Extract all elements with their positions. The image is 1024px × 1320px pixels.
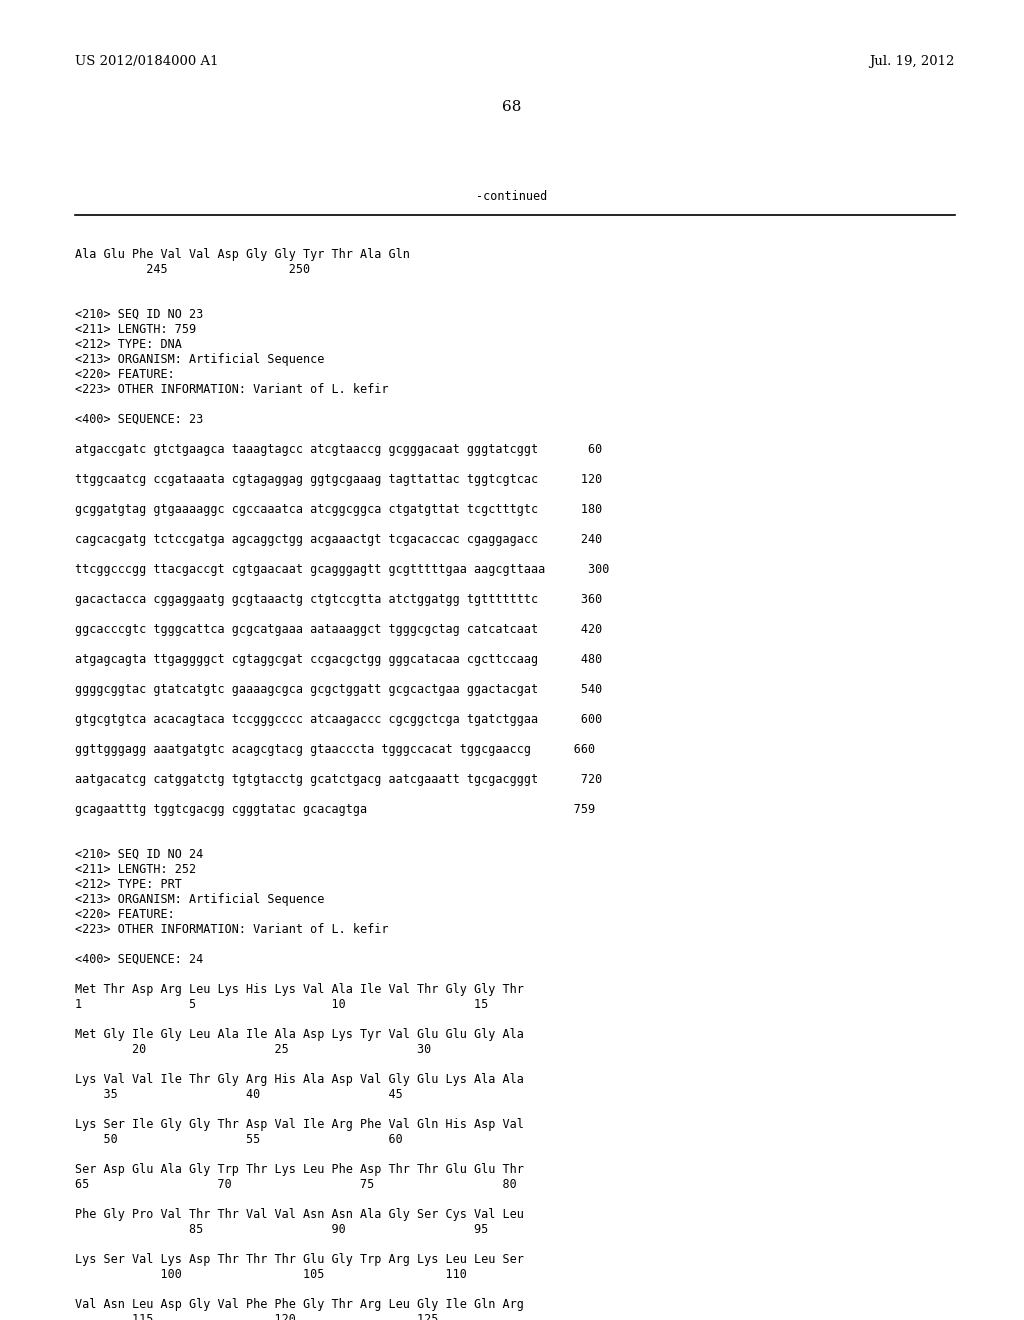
- Text: 85                  90                  95: 85 90 95: [75, 1224, 488, 1236]
- Text: Ala Glu Phe Val Val Asp Gly Gly Tyr Thr Ala Gln: Ala Glu Phe Val Val Asp Gly Gly Tyr Thr …: [75, 248, 410, 261]
- Text: cagcacgatg tctccgatga agcaggctgg acgaaactgt tcgacaccac cgaggagacc      240: cagcacgatg tctccgatga agcaggctgg acgaaac…: [75, 533, 602, 546]
- Text: ggcacccgtc tgggcattca gcgcatgaaa aataaaggct tgggcgctag catcatcaat      420: ggcacccgtc tgggcattca gcgcatgaaa aataaag…: [75, 623, 602, 636]
- Text: <213> ORGANISM: Artificial Sequence: <213> ORGANISM: Artificial Sequence: [75, 352, 325, 366]
- Text: <223> OTHER INFORMATION: Variant of L. kefir: <223> OTHER INFORMATION: Variant of L. k…: [75, 923, 388, 936]
- Text: <212> TYPE: DNA: <212> TYPE: DNA: [75, 338, 182, 351]
- Text: 50                  55                  60: 50 55 60: [75, 1133, 402, 1146]
- Text: US 2012/0184000 A1: US 2012/0184000 A1: [75, 55, 218, 69]
- Text: ggggcggtac gtatcatgtc gaaaagcgca gcgctggatt gcgcactgaa ggactacgat      540: ggggcggtac gtatcatgtc gaaaagcgca gcgctgg…: [75, 682, 602, 696]
- Text: Lys Ser Val Lys Asp Thr Thr Thr Glu Gly Trp Arg Lys Leu Leu Ser: Lys Ser Val Lys Asp Thr Thr Thr Glu Gly …: [75, 1253, 524, 1266]
- Text: -continued: -continued: [476, 190, 548, 203]
- Text: 1               5                   10                  15: 1 5 10 15: [75, 998, 488, 1011]
- Text: <220> FEATURE:: <220> FEATURE:: [75, 908, 175, 921]
- Text: gcagaatttg tggtcgacgg cgggtatac gcacagtga                             759: gcagaatttg tggtcgacgg cgggtatac gcacagtg…: [75, 803, 595, 816]
- Text: Phe Gly Pro Val Thr Thr Val Val Asn Asn Ala Gly Ser Cys Val Leu: Phe Gly Pro Val Thr Thr Val Val Asn Asn …: [75, 1208, 524, 1221]
- Text: 115                 120                 125: 115 120 125: [75, 1313, 438, 1320]
- Text: 68: 68: [503, 100, 521, 114]
- Text: Met Gly Ile Gly Leu Ala Ile Ala Asp Lys Tyr Val Glu Glu Gly Ala: Met Gly Ile Gly Leu Ala Ile Ala Asp Lys …: [75, 1028, 524, 1041]
- Text: Jul. 19, 2012: Jul. 19, 2012: [869, 55, 955, 69]
- Text: <400> SEQUENCE: 24: <400> SEQUENCE: 24: [75, 953, 203, 966]
- Text: <400> SEQUENCE: 23: <400> SEQUENCE: 23: [75, 413, 203, 426]
- Text: 35                  40                  45: 35 40 45: [75, 1088, 402, 1101]
- Text: <213> ORGANISM: Artificial Sequence: <213> ORGANISM: Artificial Sequence: [75, 894, 325, 906]
- Text: <211> LENGTH: 759: <211> LENGTH: 759: [75, 323, 197, 337]
- Text: atgaccgatc gtctgaagca taaagtagcc atcgtaaccg gcgggacaat gggtatcggt       60: atgaccgatc gtctgaagca taaagtagcc atcgtaa…: [75, 444, 602, 455]
- Text: 65                  70                  75                  80: 65 70 75 80: [75, 1177, 517, 1191]
- Text: Met Thr Asp Arg Leu Lys His Lys Val Ala Ile Val Thr Gly Gly Thr: Met Thr Asp Arg Leu Lys His Lys Val Ala …: [75, 983, 524, 997]
- Text: ttggcaatcg ccgataaata cgtagaggag ggtgcgaaag tagttattac tggtcgtcac      120: ttggcaatcg ccgataaata cgtagaggag ggtgcga…: [75, 473, 602, 486]
- Text: Lys Val Val Ile Thr Gly Arg His Ala Asp Val Gly Glu Lys Ala Ala: Lys Val Val Ile Thr Gly Arg His Ala Asp …: [75, 1073, 524, 1086]
- Text: ggttgggagg aaatgatgtc acagcgtacg gtaacccta tgggccacat tggcgaaccg      660: ggttgggagg aaatgatgtc acagcgtacg gtaaccc…: [75, 743, 595, 756]
- Text: 100                 105                 110: 100 105 110: [75, 1269, 467, 1280]
- Text: <210> SEQ ID NO 24: <210> SEQ ID NO 24: [75, 847, 203, 861]
- Text: aatgacatcg catggatctg tgtgtacctg gcatctgacg aatcgaaatt tgcgacgggt      720: aatgacatcg catggatctg tgtgtacctg gcatctg…: [75, 774, 602, 785]
- Text: <211> LENGTH: 252: <211> LENGTH: 252: [75, 863, 197, 876]
- Text: gtgcgtgtca acacagtaca tccgggcccc atcaagaccc cgcggctcga tgatctggaa      600: gtgcgtgtca acacagtaca tccgggcccc atcaaga…: [75, 713, 602, 726]
- Text: atgagcagta ttgaggggct cgtaggcgat ccgacgctgg gggcatacaa cgcttccaag      480: atgagcagta ttgaggggct cgtaggcgat ccgacgc…: [75, 653, 602, 667]
- Text: <223> OTHER INFORMATION: Variant of L. kefir: <223> OTHER INFORMATION: Variant of L. k…: [75, 383, 388, 396]
- Text: Ser Asp Glu Ala Gly Trp Thr Lys Leu Phe Asp Thr Thr Glu Glu Thr: Ser Asp Glu Ala Gly Trp Thr Lys Leu Phe …: [75, 1163, 524, 1176]
- Text: Val Asn Leu Asp Gly Val Phe Phe Gly Thr Arg Leu Gly Ile Gln Arg: Val Asn Leu Asp Gly Val Phe Phe Gly Thr …: [75, 1298, 524, 1311]
- Text: 245                 250: 245 250: [75, 263, 310, 276]
- Text: <220> FEATURE:: <220> FEATURE:: [75, 368, 175, 381]
- Text: <212> TYPE: PRT: <212> TYPE: PRT: [75, 878, 182, 891]
- Text: <210> SEQ ID NO 23: <210> SEQ ID NO 23: [75, 308, 203, 321]
- Text: 20                  25                  30: 20 25 30: [75, 1043, 431, 1056]
- Text: ttcggcccgg ttacgaccgt cgtgaacaat gcagggagtt gcgtttttgaa aagcgttaaa      300: ttcggcccgg ttacgaccgt cgtgaacaat gcaggga…: [75, 564, 609, 576]
- Text: gcggatgtag gtgaaaaggc cgccaaatca atcggcggca ctgatgttat tcgctttgtc      180: gcggatgtag gtgaaaaggc cgccaaatca atcggcg…: [75, 503, 602, 516]
- Text: Lys Ser Ile Gly Gly Thr Asp Val Ile Arg Phe Val Gln His Asp Val: Lys Ser Ile Gly Gly Thr Asp Val Ile Arg …: [75, 1118, 524, 1131]
- Text: gacactacca cggaggaatg gcgtaaactg ctgtccgtta atctggatgg tgtttttttc      360: gacactacca cggaggaatg gcgtaaactg ctgtccg…: [75, 593, 602, 606]
